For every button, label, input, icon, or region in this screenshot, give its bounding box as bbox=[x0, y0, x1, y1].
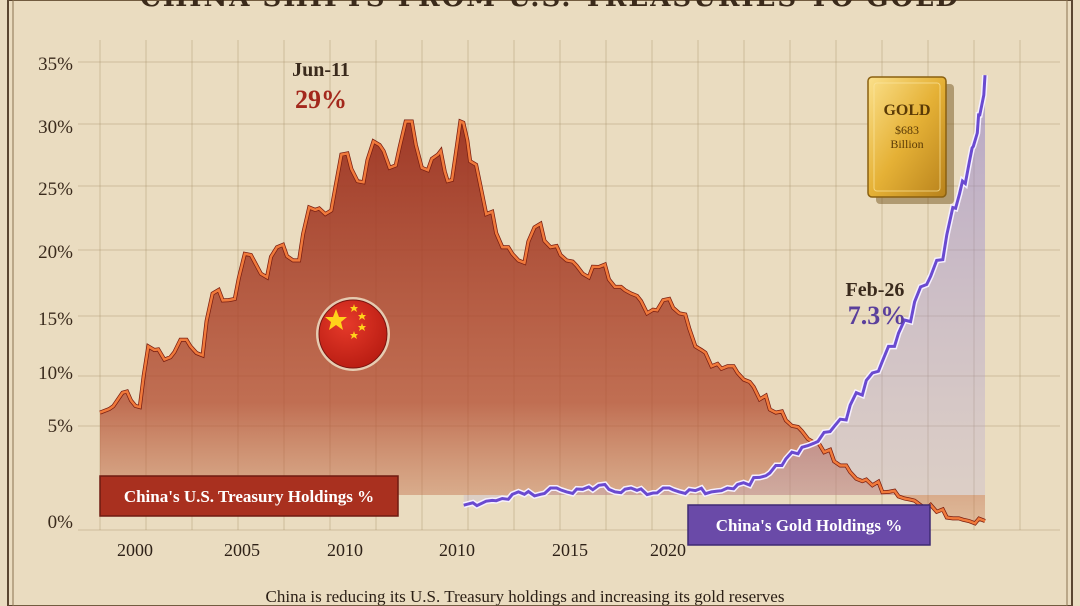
chart-title: CHINA SHIFTS FROM U.S. TREASURIES TO GOL… bbox=[140, 0, 960, 13]
x-tick-label: 2000 bbox=[117, 540, 153, 560]
x-tick-label: 2010 bbox=[439, 540, 475, 560]
gold-latest-date: Feb-26 bbox=[846, 279, 905, 301]
chart-caption: China is reducing its U.S. Treasury hold… bbox=[266, 587, 785, 606]
y-tick-label: 5% bbox=[48, 416, 74, 437]
x-tick-label: 2005 bbox=[224, 540, 260, 560]
x-axis-ticks: 2000 2005 2010 2010 2015 2020 bbox=[117, 540, 686, 560]
x-tick-label: 2015 bbox=[552, 540, 588, 560]
treasury-line bbox=[99, 119, 986, 525]
y-axis-ticks: 0% 5% 10% 15% 20% 25% 30% 35% bbox=[38, 54, 73, 533]
x-tick-label: 2010 bbox=[327, 540, 363, 560]
outer-frame bbox=[7, 0, 1073, 606]
treasury-peak-date: Jun-11 bbox=[292, 59, 350, 81]
y-tick-label: 10% bbox=[38, 363, 73, 384]
gold-line bbox=[463, 75, 987, 508]
x-tick-label: 2020 bbox=[650, 540, 686, 560]
gold-legend-label: China's Gold Holdings % bbox=[687, 504, 931, 546]
gold-series-name: China's Gold Holdings % bbox=[716, 516, 903, 535]
y-tick-label: 20% bbox=[38, 242, 73, 263]
china-flag-icon bbox=[316, 297, 390, 371]
y-tick-label: 35% bbox=[38, 54, 73, 75]
treasury-area bbox=[100, 121, 985, 524]
gold-bar-amount: $683 bbox=[895, 123, 919, 137]
treasury-series-name: China's U.S. Treasury Holdings % bbox=[124, 487, 374, 506]
y-tick-label: 0% bbox=[48, 512, 74, 533]
gold-bar-unit: Billion bbox=[890, 137, 923, 151]
treasury-peak-value: 29% bbox=[295, 85, 347, 114]
gold-latest-value: 7.3% bbox=[848, 301, 907, 330]
y-tick-label: 25% bbox=[38, 179, 73, 200]
gold-bar-icon: GOLD $683 Billion bbox=[867, 76, 954, 204]
y-tick-label: 15% bbox=[38, 309, 73, 330]
treasury-legend-label: China's U.S. Treasury Holdings % bbox=[99, 475, 399, 517]
gold-bar-label: GOLD bbox=[883, 102, 930, 119]
y-tick-label: 30% bbox=[38, 117, 73, 138]
inner-frame bbox=[12, 0, 1068, 606]
